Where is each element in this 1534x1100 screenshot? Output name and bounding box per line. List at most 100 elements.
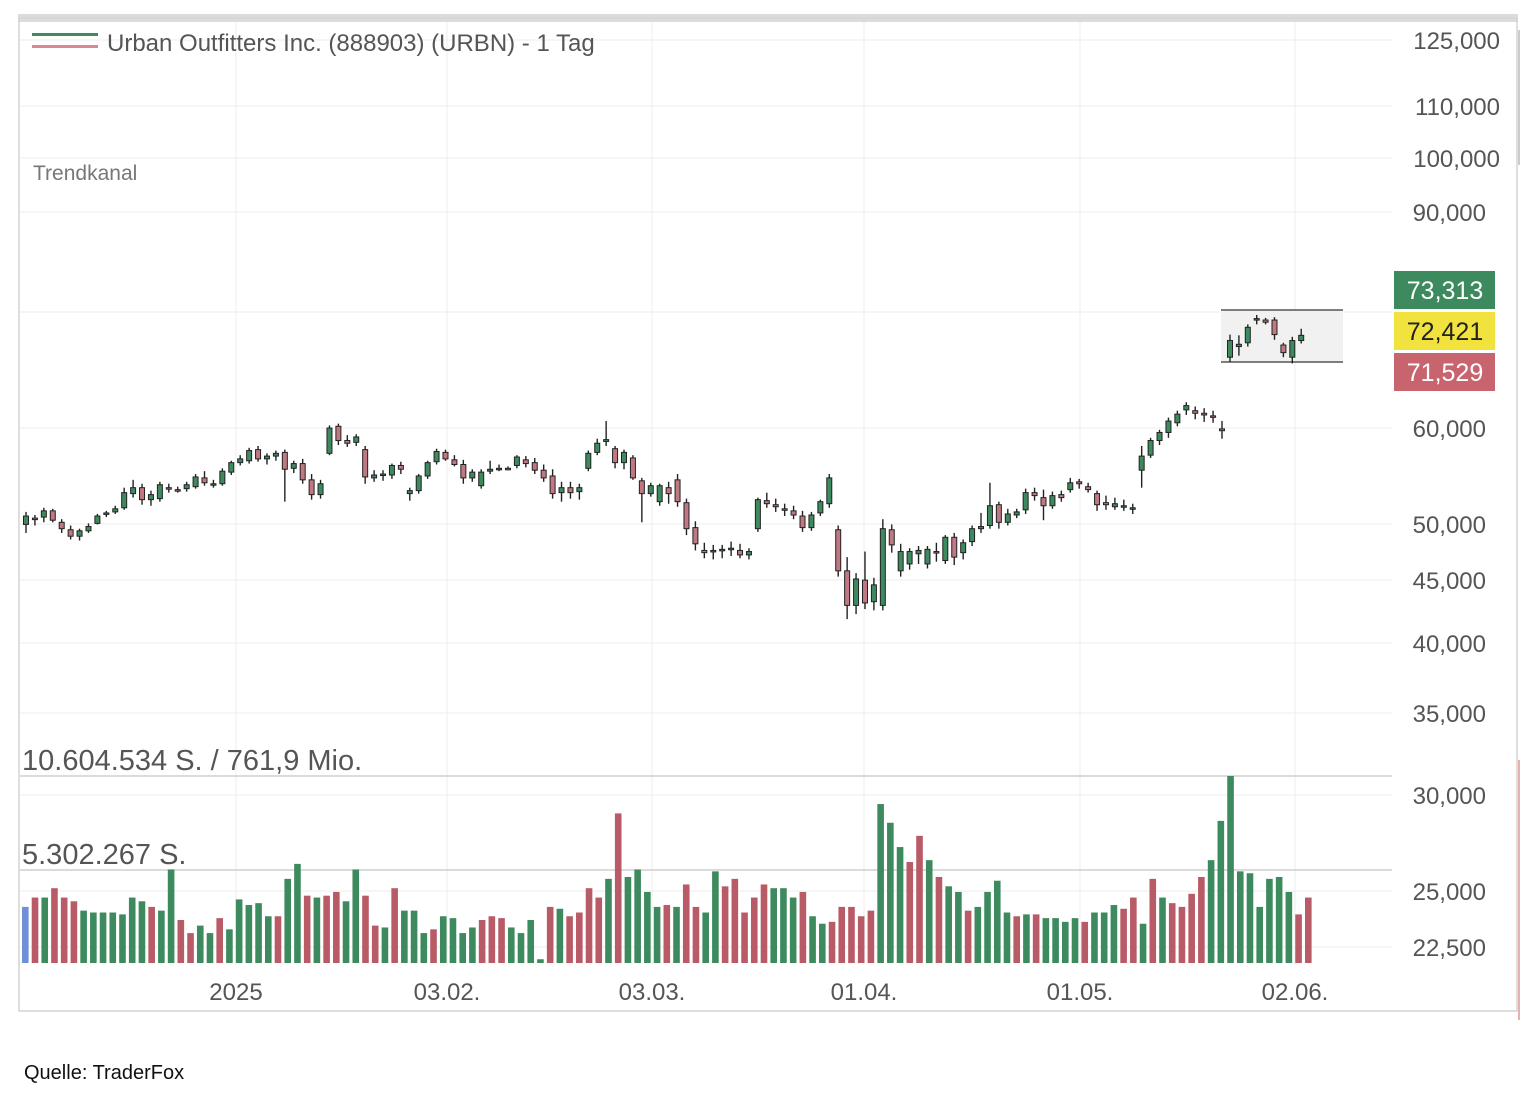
candle-body (1219, 428, 1225, 432)
candle-body (1271, 319, 1278, 336)
volume-bar (546, 906, 554, 963)
candle-body (397, 464, 404, 470)
candle-body (1138, 455, 1145, 471)
candle-body (888, 529, 895, 546)
volume-bar (459, 933, 466, 963)
volume-bar (585, 888, 593, 963)
volume-bar (119, 914, 126, 963)
candle-body (1147, 440, 1154, 456)
candle-body (192, 476, 199, 488)
candle-body (638, 480, 645, 495)
candle-body (915, 549, 922, 555)
volume-bar (1246, 873, 1254, 963)
candle-body (1040, 497, 1047, 507)
candle-body (156, 484, 163, 500)
volume-bar (819, 923, 826, 963)
candle-body (1201, 412, 1208, 416)
candle-body (94, 515, 101, 524)
volume-bar (109, 912, 117, 963)
candle-body (1013, 511, 1020, 516)
candle-body (790, 510, 797, 516)
volume-bar (1071, 918, 1079, 963)
y-tick-label: 30,000 (1413, 783, 1486, 810)
volume-bar (99, 912, 107, 963)
volume-bar (1305, 897, 1312, 963)
volume-bar (537, 959, 544, 963)
y-tick-label: 25,000 (1413, 879, 1486, 906)
candle-body (147, 494, 154, 501)
volume-bar (760, 884, 768, 963)
candle-body (174, 489, 181, 492)
candle-body (745, 551, 752, 556)
candle-body (585, 452, 592, 469)
volume-bar (80, 910, 87, 963)
candle-body (701, 549, 708, 554)
candle-body (1129, 507, 1136, 510)
volume-bar (605, 878, 612, 963)
volume-bar (1178, 906, 1186, 963)
candle-body (656, 485, 663, 503)
candle-body (1183, 405, 1190, 411)
candle-body (255, 449, 262, 460)
volume-bar (527, 919, 535, 963)
volume-bar (498, 918, 505, 963)
candle-body (835, 529, 842, 572)
volume-bar (313, 897, 321, 963)
candle-body (469, 471, 476, 479)
candle-body (826, 477, 833, 505)
candle-body (879, 528, 886, 606)
y-tick-label: 50,000 (1413, 512, 1486, 539)
candle-body (112, 508, 119, 513)
candle-body (31, 517, 38, 521)
volume-bar (352, 869, 360, 963)
candle-body (692, 527, 699, 545)
volume-bar (624, 876, 632, 963)
x-tick-label: 02.06. (1262, 979, 1329, 1006)
candle-body (674, 479, 681, 503)
volume-bar (925, 860, 933, 963)
candle-body (1253, 318, 1260, 321)
candle-body (861, 579, 868, 604)
volume-bar (1266, 878, 1273, 963)
candle-body (58, 521, 65, 530)
volume-bar (809, 916, 816, 963)
volume-bar (177, 919, 185, 963)
volume-bar (420, 933, 428, 963)
candle-body (719, 548, 726, 552)
candle-body (1262, 319, 1269, 323)
volume-bar (1256, 906, 1264, 963)
volume-bar (507, 927, 515, 963)
volume-bar (838, 906, 846, 963)
volume-bar (401, 910, 408, 963)
candle-body (299, 463, 306, 481)
volume-bar (381, 927, 389, 963)
candle-body (406, 490, 413, 495)
volume-bar (955, 891, 962, 963)
candle-body (23, 515, 29, 525)
volume-bar (1285, 891, 1293, 963)
candle-body (326, 427, 333, 454)
candle-body (130, 487, 137, 495)
volume-bar (187, 933, 194, 963)
candle-body (513, 456, 520, 466)
volume-bar (1062, 921, 1069, 963)
stock-chart: Urban Outfitters Inc. (888903) (URBN) - … (18, 14, 1520, 1020)
volume-bar (274, 916, 282, 963)
candle-body (612, 448, 619, 464)
volume-bar (255, 903, 262, 963)
candle-body (487, 468, 494, 472)
candle-body (870, 584, 877, 603)
volume-bar (896, 847, 904, 963)
candle-body (362, 449, 369, 478)
y-tick-label: 45,000 (1413, 568, 1486, 595)
candle-body (799, 515, 806, 529)
volume-bar (682, 884, 690, 963)
candle-body (737, 549, 744, 556)
candle-body (576, 487, 583, 493)
volume-bar (1120, 908, 1127, 963)
volume-bar (867, 910, 875, 963)
volume-bar (1207, 860, 1215, 963)
y-tick-label: 110,000 (1415, 94, 1500, 121)
volume-bar (993, 880, 1001, 963)
x-tick-label: 01.05. (1047, 979, 1114, 1006)
